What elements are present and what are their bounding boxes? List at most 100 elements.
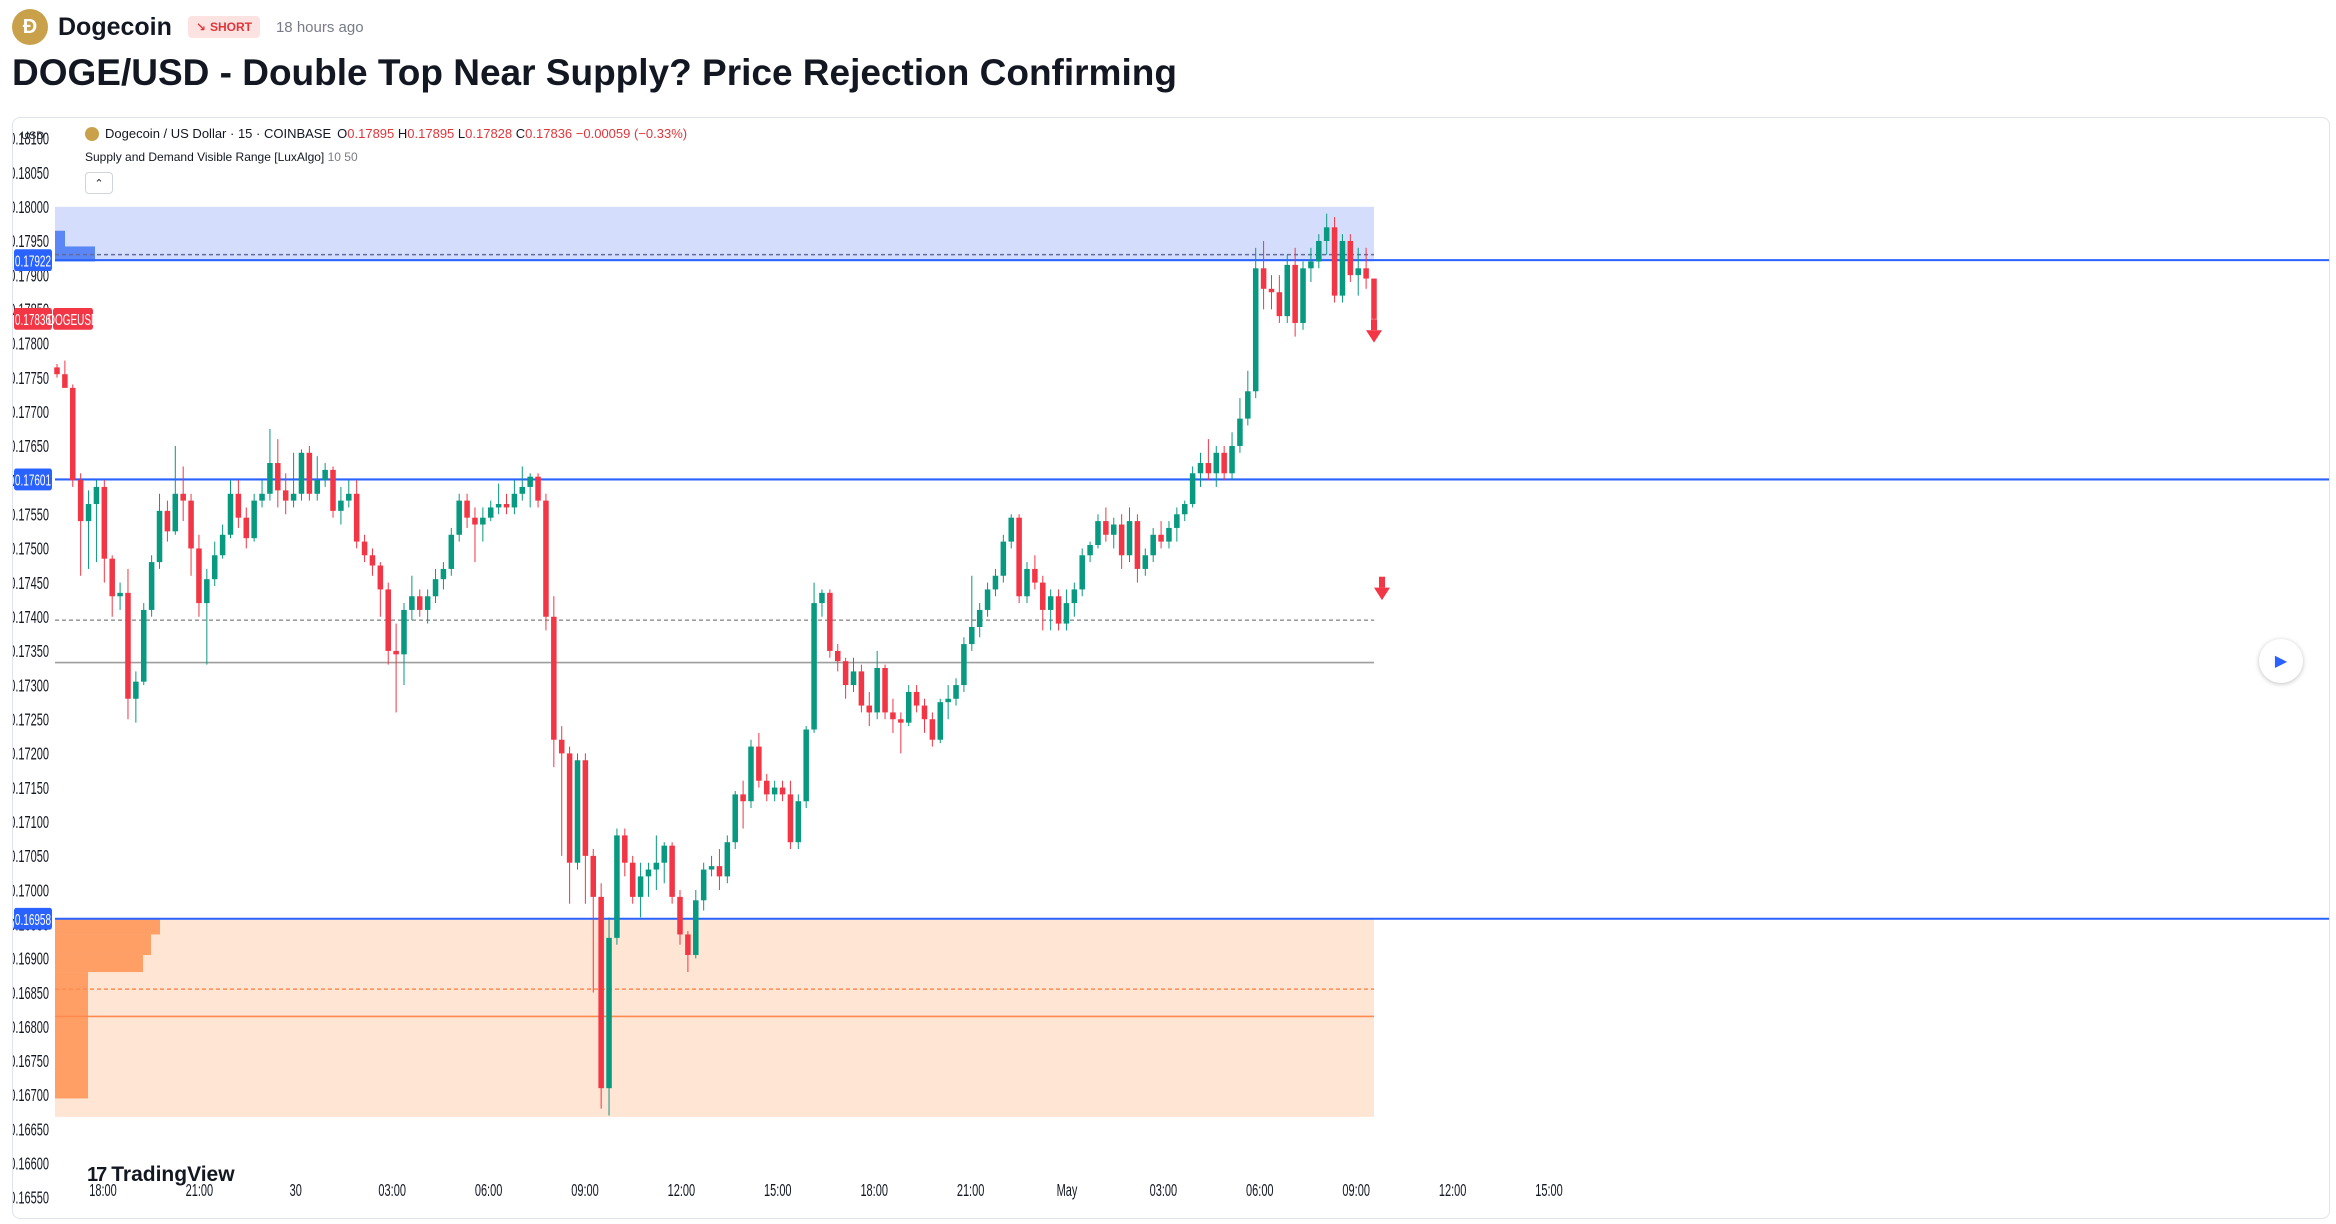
candle-body [1047, 596, 1054, 610]
candle [1323, 213, 1330, 255]
dogecoin-avatar-icon[interactable]: Ð [12, 9, 48, 45]
candle-body [243, 517, 250, 539]
candle-body [267, 463, 273, 494]
candle [448, 527, 455, 576]
candle-body [487, 507, 494, 518]
tradingview-logo[interactable]: 17 TradingView [87, 1163, 235, 1187]
candle [1032, 555, 1038, 590]
sell-arrow-icon [1374, 576, 1390, 601]
candle [148, 555, 155, 617]
x-tick-label: 21:00 [186, 1182, 214, 1201]
candle [819, 589, 825, 617]
play-replay-button[interactable]: ▶ [2259, 639, 2303, 683]
candle-body [574, 760, 581, 863]
candle [1110, 517, 1117, 549]
candle-body [62, 374, 68, 388]
candle [385, 582, 391, 665]
candle [1371, 278, 1377, 325]
candle [708, 855, 715, 877]
candle-body [1245, 391, 1251, 419]
candle-body [1292, 264, 1298, 323]
candle [495, 483, 502, 515]
candlestick-chart[interactable]: 0.18100 0.18050 0.18000 0.17950 0.17900 0.178… [13, 118, 2329, 1218]
candle-body [1134, 521, 1141, 569]
candle [472, 507, 478, 563]
candle [1158, 521, 1164, 549]
symbol-name-link[interactable]: Dogecoin [58, 12, 172, 41]
candle-body [93, 486, 100, 505]
y-tick-label: 0.17350 [13, 643, 49, 662]
candle-body [937, 702, 944, 740]
candle-body [1331, 227, 1338, 296]
price-tag: 0.16958 [14, 907, 52, 930]
candle [1292, 247, 1298, 337]
candle-body [629, 862, 636, 897]
y-tick-label: 0.16550 [13, 1189, 49, 1208]
candle [685, 931, 691, 973]
candle-body [1150, 534, 1156, 556]
candle-body [732, 794, 738, 843]
doge-coin-icon [85, 126, 99, 141]
candle-body [164, 510, 171, 532]
candle [787, 780, 794, 850]
candle-body [1103, 521, 1109, 535]
candle [70, 384, 76, 487]
candle [1150, 527, 1156, 563]
candle [251, 493, 257, 542]
candle [1008, 514, 1014, 549]
x-tick-label: 18:00 [89, 1182, 117, 1201]
candle [724, 835, 731, 884]
y-tick-label: 0.17650 [13, 438, 49, 457]
candle-body [227, 493, 234, 535]
candle-body [764, 780, 770, 795]
candle-body [1126, 521, 1133, 556]
candle-body [495, 504, 502, 508]
candle-body [1316, 240, 1322, 262]
candle [290, 452, 297, 508]
price-axis: 0.18100 0.18050 0.18000 0.17950 0.17900 0.178… [13, 130, 49, 1208]
candle-body [401, 609, 407, 655]
candle-body [511, 493, 518, 508]
candle [1063, 589, 1070, 631]
candle [866, 691, 873, 727]
candle [77, 473, 84, 576]
candle [298, 449, 305, 501]
candle-body [527, 476, 533, 487]
candle-body [70, 387, 76, 481]
x-tick-label: 21:00 [957, 1182, 985, 1201]
candle-body [945, 698, 951, 703]
candle-body [180, 493, 186, 501]
candle [653, 835, 660, 891]
candle [1316, 234, 1322, 269]
post-header: Ð Dogecoin ↘ SHORT 18 hours ago [12, 8, 364, 46]
candle-body [858, 671, 865, 706]
candle [424, 589, 431, 624]
candle-body [353, 493, 360, 542]
candle-body [795, 801, 802, 843]
chart-container[interactable]: 0.18100 0.18050 0.18000 0.17950 0.17900 0.178… [12, 117, 2330, 1219]
candle [645, 862, 652, 897]
candle [1000, 534, 1007, 583]
candle [771, 780, 778, 802]
candle [929, 712, 936, 747]
candle [85, 490, 92, 569]
indicator-legend[interactable]: Supply and Demand Visible Range [LuxAlgo… [85, 150, 358, 164]
candle [1040, 575, 1046, 631]
candle-body [1040, 582, 1046, 610]
candle-body [661, 845, 667, 863]
y-tick-label: 0.17300 [13, 677, 49, 696]
candle-body [361, 541, 368, 556]
candle-body [1008, 517, 1014, 542]
candle-body [1371, 278, 1377, 319]
candle [700, 862, 707, 911]
collapse-legend-button[interactable]: ⌃ [85, 172, 113, 194]
candle-body [614, 835, 620, 938]
candle-body [385, 589, 391, 651]
play-icon: ▶ [2274, 653, 2288, 670]
candle-body [866, 705, 873, 713]
candle [1055, 589, 1062, 631]
candle [882, 664, 888, 720]
candle [898, 712, 904, 754]
candle-body [748, 746, 754, 802]
candle-body [1024, 568, 1030, 597]
